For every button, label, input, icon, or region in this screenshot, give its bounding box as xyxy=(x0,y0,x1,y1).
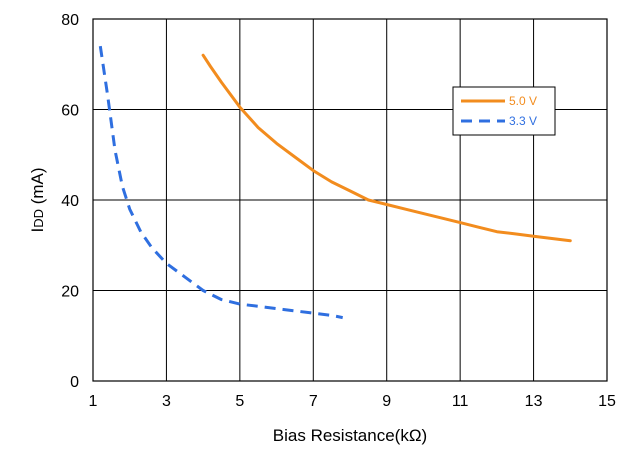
series-line-1 xyxy=(201,53,572,243)
y-axis-label-unit: (mA) xyxy=(28,167,47,209)
legend-box xyxy=(452,86,556,136)
x-tick-label: 7 xyxy=(309,393,318,410)
legend-label-1: 5.0 V xyxy=(509,94,537,108)
x-tick-label: 3 xyxy=(162,393,171,410)
x-tick-label: 13 xyxy=(525,393,543,410)
y-tick-label: 60 xyxy=(61,103,79,120)
x-tick-label: 11 xyxy=(452,393,469,410)
y-axis-label-sub: DD xyxy=(31,209,46,228)
y-tick-label: 40 xyxy=(61,193,79,210)
grid-layer xyxy=(92,18,608,382)
series-layer xyxy=(98,45,572,320)
x-tick-label: 1 xyxy=(89,393,98,410)
x-tick-label: 15 xyxy=(598,393,616,410)
y-tick-label: 80 xyxy=(61,12,79,29)
x-axis-label: Bias Resistance(kΩ) xyxy=(273,426,427,445)
y-axis-label-main: I xyxy=(28,228,47,233)
plot-frame xyxy=(92,18,608,382)
x-tick-label: 9 xyxy=(382,393,391,410)
y-axis-label: IDD (mA) xyxy=(28,167,47,232)
legend-label-2: 3.3 V xyxy=(509,114,537,128)
y-tick-label: 0 xyxy=(70,374,79,391)
y-tick-label: 20 xyxy=(61,284,79,301)
legend: 5.0 V 3.3 V xyxy=(452,86,556,136)
series-line-2 xyxy=(98,45,343,320)
x-tick-label: 5 xyxy=(235,393,244,410)
